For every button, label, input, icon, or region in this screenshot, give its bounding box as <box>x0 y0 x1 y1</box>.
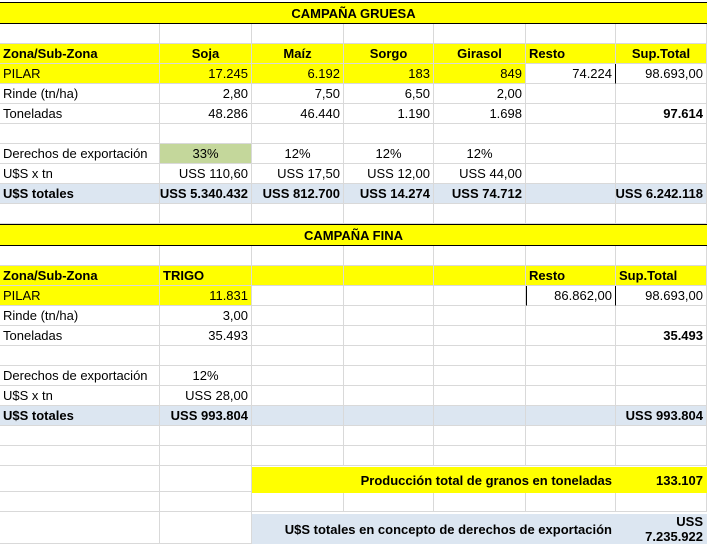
produccion-total-box: Producción total de granos en toneladas … <box>252 467 707 493</box>
header-soja[interactable]: Soja <box>160 44 252 64</box>
fina-rinde-label[interactable]: Rinde (tn/ha) <box>0 306 160 326</box>
gruesa-header-row: Zona/Sub-Zona Soja Maíz Sorgo Girasol Re… <box>0 44 707 64</box>
empty-row <box>0 466 707 492</box>
gruesa-derechos-row: Derechos de exportación 33% 12% 12% 12% <box>0 144 707 164</box>
totales-total[interactable]: USS 6.242.118 <box>616 184 707 204</box>
header-resto[interactable]: Resto <box>526 44 616 64</box>
rinde-girasol[interactable]: 2,00 <box>434 84 526 104</box>
totales-girasol[interactable]: USS 74.712 <box>434 184 526 204</box>
fina-title: CAMPAÑA FINA <box>304 227 403 243</box>
pilar-sorgo[interactable]: 183 <box>344 64 434 84</box>
produccion-total-label[interactable]: Producción total de granos en toneladas <box>360 472 612 488</box>
rinde-soja[interactable]: 2,80 <box>160 84 252 104</box>
fina-header-trigo[interactable]: TRIGO <box>160 266 252 286</box>
fina-derechos-trigo[interactable]: 12% <box>160 366 252 386</box>
fina-header-zona[interactable]: Zona/Sub-Zona <box>0 266 160 286</box>
fina-totales-trigo[interactable]: USS 993.804 <box>160 406 252 426</box>
usd-tn-girasol[interactable]: USS 44,00 <box>434 164 526 184</box>
gruesa-rinde-row: Rinde (tn/ha) 2,80 7,50 6,50 2,00 <box>0 84 707 104</box>
derechos-total-label[interactable]: U$S totales en concepto de derechos de e… <box>284 521 612 537</box>
totales-maiz[interactable]: USS 812.700 <box>252 184 344 204</box>
toneladas-label[interactable]: Toneladas <box>0 104 160 124</box>
rinde-label[interactable]: Rinde (tn/ha) <box>0 84 160 104</box>
fina-pilar-sup-total[interactable]: 98.693,00 <box>616 286 707 306</box>
fina-usd-tn-row: U$S x tn USS 28,00 <box>0 386 707 406</box>
derechos-soja[interactable]: 33% <box>160 144 252 164</box>
fina-toneladas-row: Toneladas 35.493 35.493 <box>0 326 707 346</box>
pilar-maiz[interactable]: 6.192 <box>252 64 344 84</box>
gruesa-totales-row: U$S totales USS 5.340.432 USS 812.700 US… <box>0 184 707 204</box>
fina-pilar-label[interactable]: PILAR <box>0 286 160 306</box>
fina-totales-label[interactable]: U$S totales <box>0 406 160 426</box>
empty-row <box>0 204 707 224</box>
empty-row <box>0 24 707 44</box>
derechos-label[interactable]: Derechos de exportación <box>0 144 160 164</box>
fina-toneladas-label[interactable]: Toneladas <box>0 326 160 346</box>
rinde-sorgo[interactable]: 6,50 <box>344 84 434 104</box>
fina-pilar-resto[interactable]: 86.862,00 <box>526 286 616 306</box>
header-zona[interactable]: Zona/Sub-Zona <box>0 44 160 64</box>
header-maiz[interactable]: Maíz <box>252 44 344 64</box>
toneladas-soja[interactable]: 48.286 <box>160 104 252 124</box>
fina-pilar-trigo[interactable]: 11.831 <box>160 286 252 306</box>
usd-tn-maiz[interactable]: USS 17,50 <box>252 164 344 184</box>
fina-derechos-row: Derechos de exportación 12% <box>0 366 707 386</box>
totales-label[interactable]: U$S totales <box>0 184 160 204</box>
header-sup-total[interactable]: Sup.Total <box>616 44 707 64</box>
usd-tn-soja[interactable]: USS 110,60 <box>160 164 252 184</box>
fina-header-row: Zona/Sub-Zona TRIGO Resto Sup.Total <box>0 266 707 286</box>
gruesa-title-banner[interactable]: CAMPAÑA GRUESA <box>0 2 707 24</box>
fina-header-sup-total[interactable]: Sup.Total <box>616 266 707 286</box>
derechos-total-box: U$S totales en concepto de derechos de e… <box>252 514 707 544</box>
pilar-soja[interactable]: 17.245 <box>160 64 252 84</box>
gruesa-title: CAMPAÑA GRUESA <box>291 5 416 21</box>
fina-totales-row: U$S totales USS 993.804 USS 993.804 <box>0 406 707 426</box>
derechos-girasol[interactable]: 12% <box>434 144 526 164</box>
gruesa-toneladas-row: Toneladas 48.286 46.440 1.190 1.698 97.6… <box>0 104 707 124</box>
header-sorgo[interactable]: Sorgo <box>344 44 434 64</box>
fina-rinde-trigo[interactable]: 3,00 <box>160 306 252 326</box>
empty-row <box>0 492 707 512</box>
fina-header-resto[interactable]: Resto <box>526 266 616 286</box>
header-girasol[interactable]: Girasol <box>434 44 526 64</box>
totales-sorgo[interactable]: USS 14.274 <box>344 184 434 204</box>
toneladas-sorgo[interactable]: 1.190 <box>344 104 434 124</box>
fina-derechos-label[interactable]: Derechos de exportación <box>0 366 160 386</box>
fina-rinde-row: Rinde (tn/ha) 3,00 <box>0 306 707 326</box>
empty-row <box>0 346 707 366</box>
gruesa-pilar-row: PILAR 17.245 6.192 183 849 74.224 98.693… <box>0 64 707 84</box>
empty-row <box>0 426 707 446</box>
usd-tn-label[interactable]: U$S x tn <box>0 164 160 184</box>
produccion-total-value[interactable]: 133.107 <box>656 472 703 488</box>
totales-soja[interactable]: USS 5.340.432 <box>160 184 252 204</box>
usd-tn-sorgo[interactable]: USS 12,00 <box>344 164 434 184</box>
derechos-sorgo[interactable]: 12% <box>344 144 434 164</box>
fina-toneladas-trigo[interactable]: 35.493 <box>160 326 252 346</box>
fina-totales-total[interactable]: USS 993.804 <box>616 406 707 426</box>
fina-title-banner[interactable]: CAMPAÑA FINA <box>0 224 707 246</box>
toneladas-total[interactable]: 97.614 <box>616 104 707 124</box>
fina-usd-tn-label[interactable]: U$S x tn <box>0 386 160 406</box>
fina-toneladas-total[interactable]: 35.493 <box>616 326 707 346</box>
pilar-girasol[interactable]: 849 <box>434 64 526 84</box>
rinde-maiz[interactable]: 7,50 <box>252 84 344 104</box>
empty-row <box>0 124 707 144</box>
pilar-sup-total[interactable]: 98.693,00 <box>616 64 707 84</box>
gruesa-usd-tn-row: U$S x tn USS 110,60 USS 17,50 USS 12,00 … <box>0 164 707 184</box>
empty-row <box>0 246 707 266</box>
derechos-total-value[interactable]: USS 7.235.922 <box>645 514 703 544</box>
toneladas-girasol[interactable]: 1.698 <box>434 104 526 124</box>
derechos-maiz[interactable]: 12% <box>252 144 344 164</box>
empty-row <box>0 446 707 466</box>
fina-usd-tn-trigo[interactable]: USS 28,00 <box>160 386 252 406</box>
fina-pilar-row: PILAR 11.831 86.862,00 98.693,00 <box>0 286 707 306</box>
toneladas-maiz[interactable]: 46.440 <box>252 104 344 124</box>
pilar-resto[interactable]: 74.224 <box>526 64 616 84</box>
pilar-label[interactable]: PILAR <box>0 64 160 84</box>
